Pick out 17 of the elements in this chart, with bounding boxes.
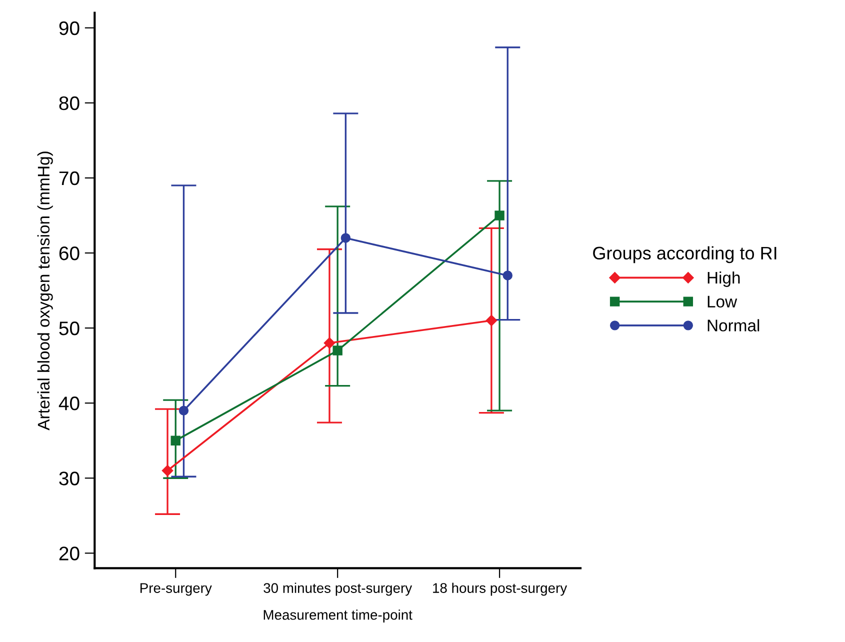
y-tick-label: 50 [59, 321, 80, 336]
x-axis-title: Measurement time-point [264, 610, 412, 623]
y-tick-label: 20 [59, 546, 80, 560]
y-tick-label: 80 [59, 96, 80, 110]
x-tick-label: 30 minutes post-surgery [264, 582, 412, 596]
y-tick-label: 30 [59, 472, 80, 486]
y-tick-label: 90 [59, 21, 80, 36]
legend-label: Low [708, 296, 738, 308]
y-tick-label: 70 [59, 171, 80, 186]
legend-label: Normal [708, 319, 760, 332]
legend-label: High [708, 271, 740, 287]
x-tick-label: Pre-surgery [140, 583, 212, 596]
y-tick-label: 60 [59, 246, 80, 260]
y-axis-title: Arterial blood oxygen tension (mmHg) [37, 152, 53, 430]
legend-title: Groups according to RI [593, 246, 776, 264]
x-tick-label: 18 hours post-surgery [433, 582, 568, 596]
y-tick-label: 40 [58, 396, 80, 410]
